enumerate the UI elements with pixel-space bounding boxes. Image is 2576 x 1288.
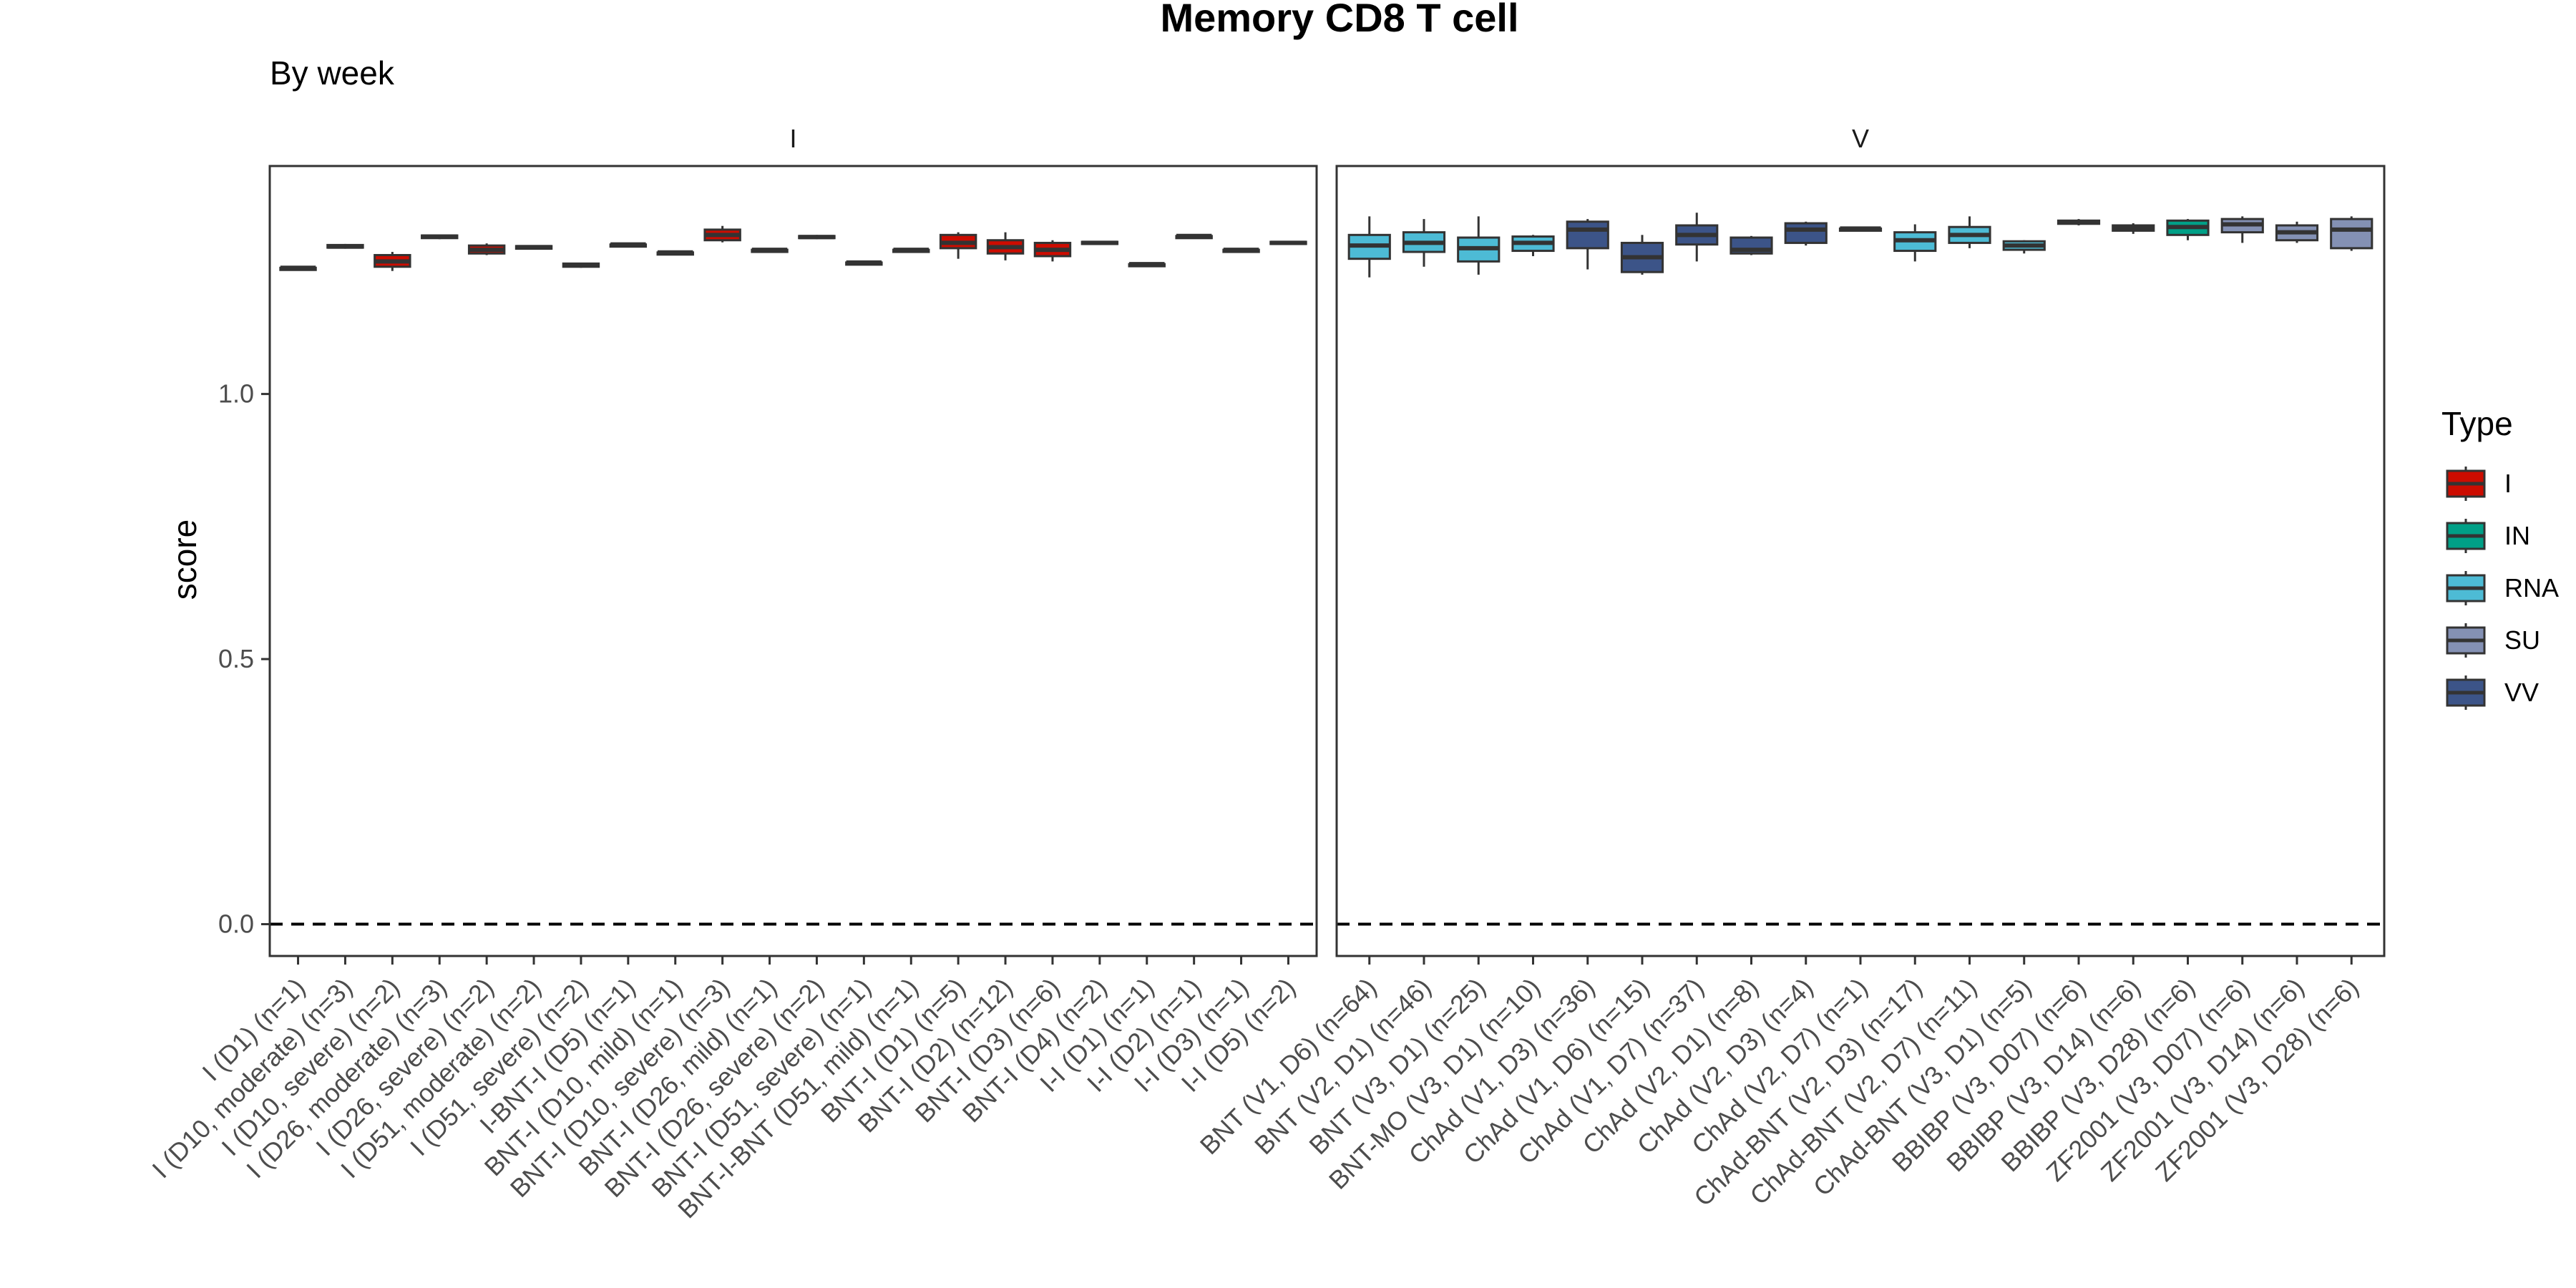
y-axis-label: score xyxy=(166,519,203,600)
legend-entry-in: IN xyxy=(2446,519,2530,553)
panel-strip-label: I xyxy=(789,124,796,153)
box-18 xyxy=(2275,221,2319,243)
box-2 xyxy=(326,243,364,249)
box-22 xyxy=(1269,240,1307,245)
legend-title: Type xyxy=(2441,405,2513,442)
box-19 xyxy=(1128,262,1166,268)
box-3 xyxy=(374,252,411,271)
box-6 xyxy=(514,245,553,250)
box-1 xyxy=(1347,216,1391,278)
box-8 xyxy=(609,242,648,248)
box-body xyxy=(1566,220,1609,250)
box-15 xyxy=(2112,223,2155,234)
box-14 xyxy=(2057,219,2101,225)
panel-strip-label: V xyxy=(1852,124,1869,153)
box-15 xyxy=(939,232,977,259)
legend-entry-vv: VV xyxy=(2446,675,2539,710)
box-9 xyxy=(656,250,694,256)
legend-entry-su: SU xyxy=(2446,623,2540,658)
box-21 xyxy=(1222,248,1260,253)
box-11 xyxy=(751,248,789,253)
panel-border xyxy=(1335,165,2386,957)
box-10 xyxy=(703,225,741,243)
box-12 xyxy=(798,235,836,240)
box-16 xyxy=(2166,219,2210,240)
panel-border xyxy=(268,165,1318,957)
box-4 xyxy=(1511,235,1555,256)
y-axis: 0.0 0.5 1.0 xyxy=(218,379,270,939)
box-13 xyxy=(845,260,883,266)
chart-title: Memory CD8 T cell xyxy=(1160,0,1518,40)
box-1 xyxy=(279,265,317,271)
box-5 xyxy=(467,243,506,255)
box-13 xyxy=(2002,240,2046,254)
box-10 xyxy=(1838,226,1883,232)
legend-label: IN xyxy=(2504,521,2530,550)
legend: Type I IN RNA SU VV xyxy=(2441,405,2559,710)
legend-label: RNA xyxy=(2504,573,2559,602)
y-tick-label: 1.0 xyxy=(218,379,254,409)
legend-label: I xyxy=(2504,469,2512,498)
box-14 xyxy=(892,248,930,253)
box-body xyxy=(2330,218,2373,250)
box-body xyxy=(1784,222,1828,244)
legend-label: VV xyxy=(2504,678,2539,707)
chart-subtitle: By week xyxy=(270,54,395,92)
box-19 xyxy=(2330,216,2373,251)
box-11 xyxy=(1893,224,1937,262)
box-12 xyxy=(1948,216,1991,248)
box-4 xyxy=(421,234,459,240)
box-18 xyxy=(1080,240,1119,245)
box-16 xyxy=(986,232,1025,260)
box-17 xyxy=(2220,216,2264,243)
box-7 xyxy=(1675,213,1719,262)
box-17 xyxy=(1033,240,1072,262)
y-tick-label: 0.5 xyxy=(218,644,254,673)
legend-label: SU xyxy=(2504,625,2540,655)
box-7 xyxy=(562,262,600,268)
box-2 xyxy=(1402,219,1446,267)
legend-entry-rna: RNA xyxy=(2446,571,2559,605)
box-6 xyxy=(1620,235,1664,275)
box-9 xyxy=(1784,221,1828,246)
box-8 xyxy=(1729,235,1773,255)
box-3 xyxy=(1457,216,1501,275)
legend-entry-i: I xyxy=(2446,467,2512,501)
box-5 xyxy=(1566,219,1609,270)
y-tick-label: 0.0 xyxy=(218,909,254,939)
box-20 xyxy=(1175,233,1213,240)
